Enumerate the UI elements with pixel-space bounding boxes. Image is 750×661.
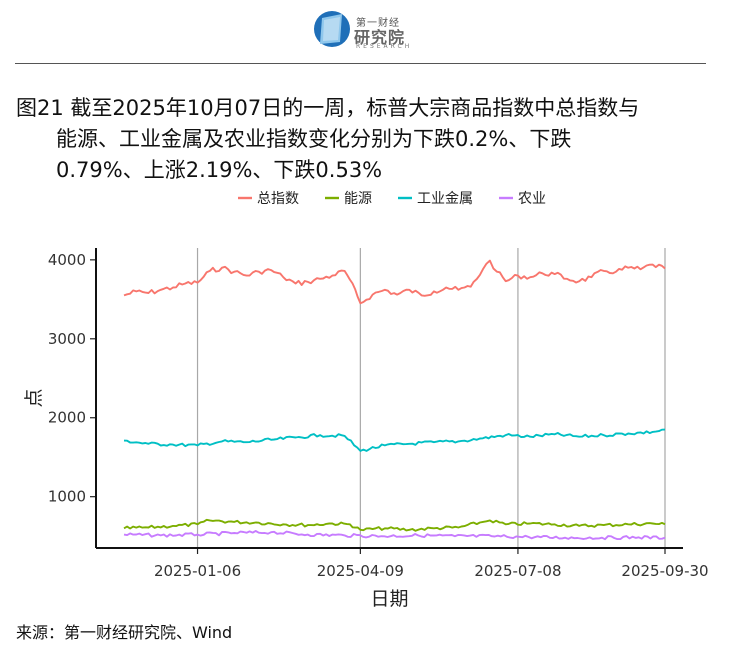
series-line-4: [123, 530, 666, 541]
x-tick-label: 2025-07-08: [474, 562, 561, 580]
logo-emblem-icon: [314, 11, 350, 47]
logo-text-top: 第一财经: [356, 18, 400, 29]
y-tick-label: 3000: [48, 330, 86, 348]
y-axis-title: 点: [23, 388, 45, 407]
y-tick-label: 2000: [48, 409, 86, 427]
x-axis-title: 日期: [370, 588, 408, 610]
chart-axes: 2025-01-06 2025-04-09 2025-07-08 2025-09-30…: [23, 248, 709, 610]
y-tick-label: 4000: [48, 251, 86, 269]
source-note: 来源：第一财经研究院、Wind: [16, 623, 233, 642]
figure-title: 图21 截至2025年10月07日的一周，标普大宗商品指数中总指数与 能源、工业…: [16, 93, 736, 186]
legend-label: 工业金属: [417, 191, 473, 207]
series-line-3: [123, 428, 666, 452]
chart-grid: [196, 248, 666, 548]
y-tick-label: 1000: [48, 488, 86, 506]
figure-title-line-3: 0.79%、上涨2.19%、下跌0.53%: [56, 158, 383, 182]
series-line-1: [123, 259, 666, 305]
figure-title-line-1: 图21 截至2025年10月07日的一周，标普大宗商品指数中总指数与: [16, 96, 640, 120]
chart-series: [123, 259, 666, 541]
x-tick-label: 2025-09-30: [621, 562, 708, 580]
logo: 第一财经 研究院 RESEARCH: [312, 6, 422, 54]
header-divider: [15, 63, 706, 64]
x-tick-label: 2025-01-06: [154, 562, 241, 580]
logo-text-sub: RESEARCH: [356, 43, 413, 50]
legend-label: 总指数: [257, 191, 299, 207]
figure-title-line-2: 能源、工业金属及农业指数变化分别为下跌0.2%、下跌: [56, 127, 572, 151]
series-line-2: [123, 518, 666, 532]
legend-label: 农业: [518, 191, 546, 207]
logo-text-main: 研究院: [354, 28, 406, 47]
x-tick-label: 2025-04-09: [317, 562, 404, 580]
legend-label: 能源: [344, 191, 372, 207]
chart-legend: 总指数 能源 工业金属 农业: [238, 191, 546, 207]
